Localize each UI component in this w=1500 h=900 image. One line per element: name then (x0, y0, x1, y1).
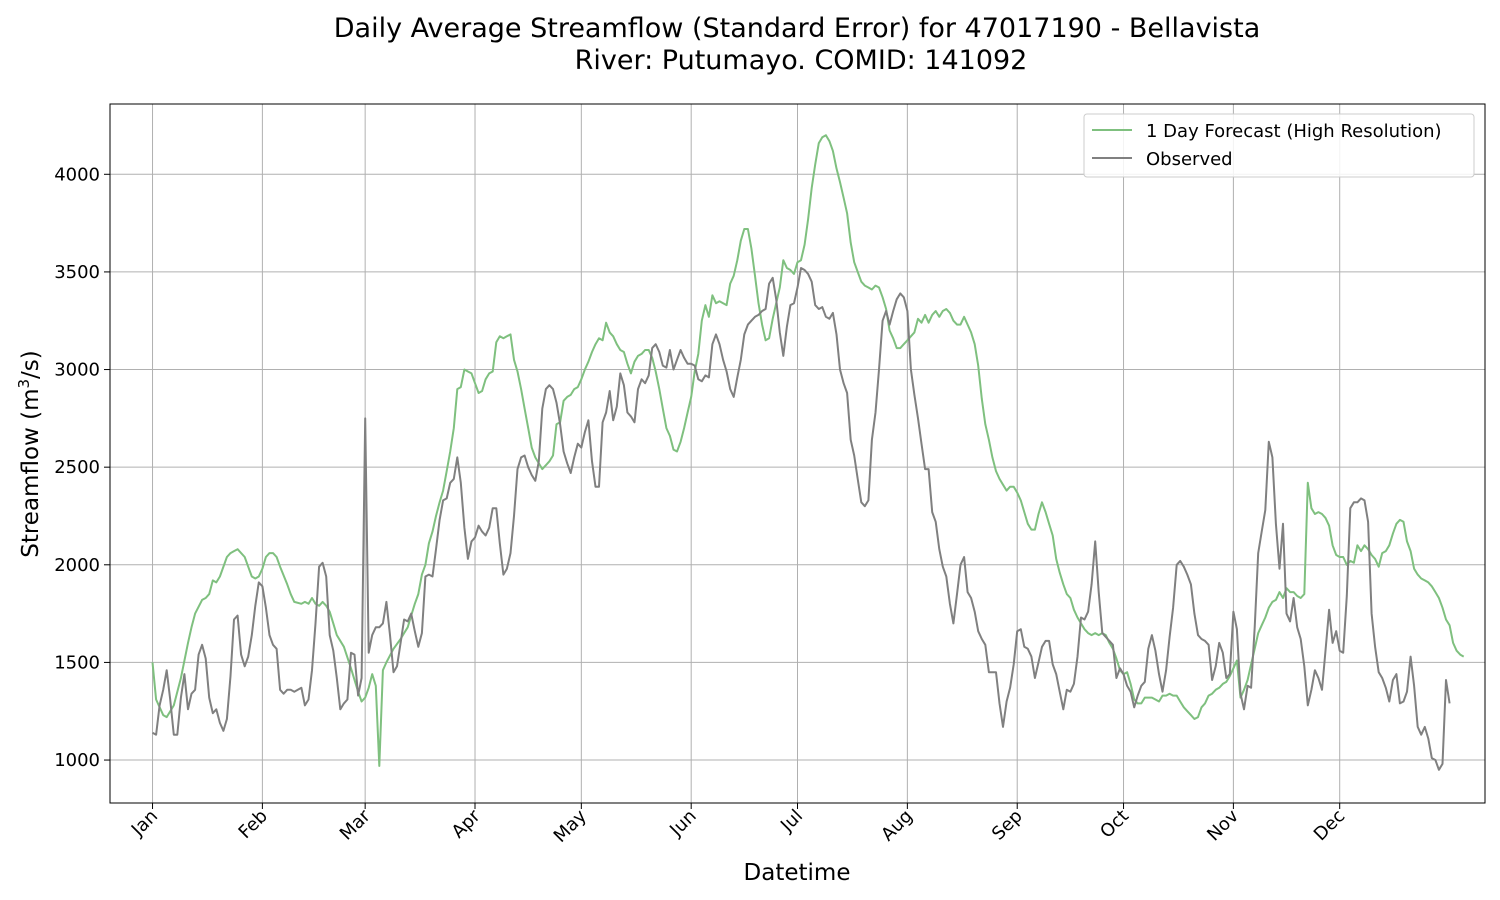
grid (110, 104, 1485, 803)
legend-label-observed: Observed (1146, 149, 1233, 170)
chart-title-line2: River: Putumayo. COMID: 141092 (575, 45, 1028, 76)
x-tick-label: Apr (448, 805, 485, 842)
y-tick-label: 3000 (54, 360, 100, 381)
legend-box (1083, 113, 1475, 178)
x-tick-label: Feb (235, 806, 272, 843)
legend: 1 Day Forecast (High Resolution) Observe… (1083, 113, 1475, 178)
x-tick-label: Dec (1310, 806, 1349, 845)
x-tick-label: Sep (988, 806, 1027, 845)
legend-label-forecast: 1 Day Forecast (High Resolution) (1146, 121, 1442, 142)
x-tick-label: Oct (1096, 806, 1133, 843)
series-line-observed (152, 267, 1451, 771)
x-tick-label: Jun (665, 806, 700, 841)
y-tick-label: 4000 (54, 164, 100, 185)
x-tick-label: May (550, 805, 591, 846)
x-axis-label: Datetime (744, 860, 851, 886)
chart-title-line1: Daily Average Streamflow (Standard Error… (334, 13, 1261, 44)
x-tick-label: Aug (877, 806, 917, 846)
y-tick-label: 1000 (54, 750, 100, 771)
x-tick-label: Nov (1203, 805, 1243, 845)
y-tick-label: 2000 (54, 555, 100, 576)
y-tick-label: 3500 (54, 262, 100, 283)
x-axis-ticks: Jan Feb Mar Apr May Jun Jul Aug Sep Oct Nov Dec (127, 803, 1349, 847)
x-tick-label: Jul (776, 806, 807, 837)
series-lines (151, 134, 1465, 771)
y-tick-label: 1500 (54, 652, 100, 673)
x-tick-label: Jan (127, 806, 162, 841)
y-axis-label: Streamflow (m3/s) (15, 350, 44, 558)
x-tick-label: Mar (336, 805, 375, 844)
y-tick-label: 2500 (54, 457, 100, 478)
y-axis-ticks: 1000 1500 2000 2500 3000 3500 4000 (54, 164, 110, 771)
